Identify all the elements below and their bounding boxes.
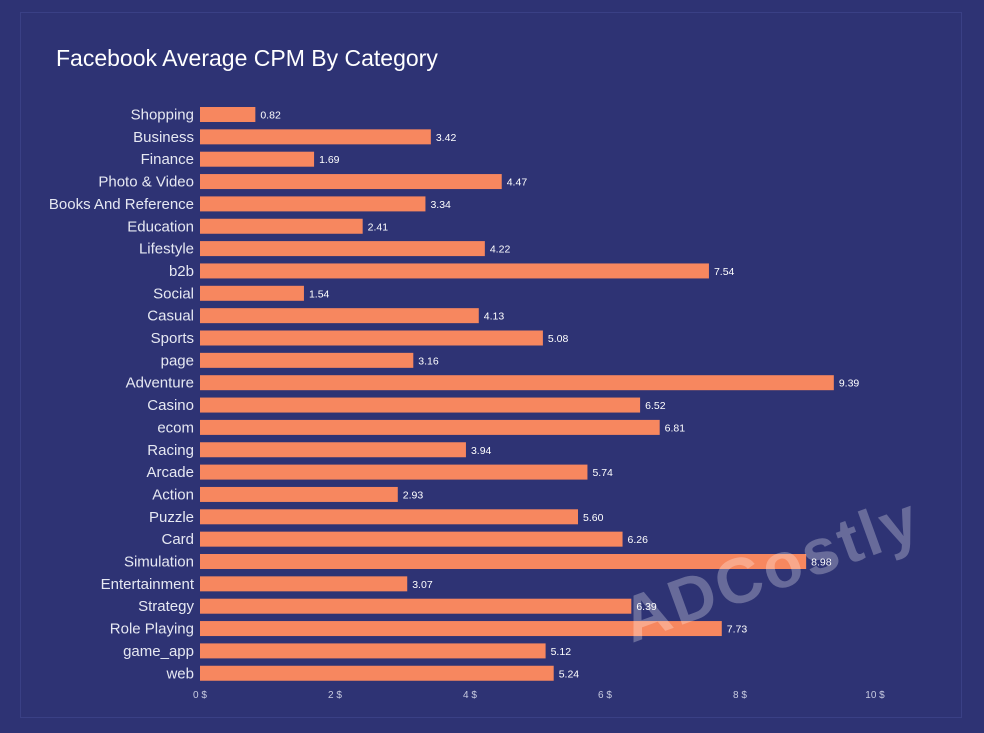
- value-label: 5.74: [592, 467, 613, 479]
- category-label: game_app: [123, 643, 194, 660]
- labels-layer: Shopping 0.82 Business 3.42 Finance 1.69 Photo…: [49, 107, 860, 683]
- bar-20: [200, 554, 807, 569]
- value-label: 3.07: [412, 579, 433, 591]
- category-label: Books And Reference: [49, 196, 194, 213]
- category-label: Finance: [141, 151, 194, 168]
- value-label: 9.39: [839, 378, 860, 390]
- value-label: 5.08: [548, 333, 569, 345]
- bar-11: [200, 352, 414, 368]
- value-label: 2.41: [368, 221, 389, 233]
- category-label: Puzzle: [149, 509, 194, 526]
- bar-18: [200, 509, 578, 525]
- x-tick-label: 10 $: [865, 690, 885, 701]
- bar-24: [200, 643, 546, 659]
- value-label: 6.81: [665, 422, 686, 434]
- value-label: 4.47: [507, 177, 528, 189]
- value-label: 4.13: [484, 311, 505, 323]
- bar-7: [200, 263, 709, 279]
- bar-19: [200, 531, 623, 547]
- category-label: b2b: [169, 263, 194, 280]
- bar-25: [200, 665, 554, 681]
- bar-6: [200, 241, 485, 257]
- category-label: Card: [161, 531, 194, 548]
- bar-13: [200, 397, 641, 413]
- bar-0: [200, 107, 256, 122]
- value-label: 2.93: [403, 489, 424, 501]
- category-label: Lifestyle: [139, 241, 194, 258]
- bar-3: [200, 174, 502, 190]
- value-label: 7.73: [727, 624, 748, 636]
- category-label: Casual: [147, 308, 194, 325]
- x-tick-label: 6 $: [598, 690, 612, 701]
- category-label: Education: [127, 218, 194, 235]
- category-label: Arcade: [146, 464, 194, 481]
- bar-17: [200, 486, 398, 502]
- category-label: Photo & Video: [98, 174, 194, 191]
- bar-16: [200, 464, 588, 480]
- category-label: Casino: [147, 397, 194, 414]
- value-label: 5.60: [583, 512, 604, 524]
- value-label: 3.34: [430, 199, 451, 211]
- value-label: 5.12: [551, 646, 572, 658]
- chart-title: Facebook Average CPM By Category: [56, 45, 438, 71]
- value-label: 0.82: [260, 110, 281, 122]
- value-label: 7.54: [714, 266, 735, 278]
- category-label: Business: [133, 129, 194, 146]
- chart-frame: [20, 12, 962, 718]
- x-tick-label: 8 $: [733, 690, 747, 701]
- x-tick-label: 0 $: [193, 690, 207, 701]
- bar-9: [200, 308, 479, 324]
- category-label: page: [161, 352, 194, 369]
- category-label: Adventure: [126, 375, 194, 392]
- category-label: Entertainment: [101, 576, 195, 593]
- category-label: Action: [152, 486, 194, 503]
- value-label: 3.42: [436, 132, 457, 144]
- value-label: 6.52: [645, 400, 666, 412]
- category-label: ecom: [157, 419, 194, 436]
- bar-2: [200, 151, 315, 167]
- bar-22: [200, 598, 632, 614]
- value-label: 8.98: [811, 557, 832, 569]
- bar-15: [200, 442, 466, 458]
- bar-5: [200, 218, 363, 234]
- bar-12: [200, 375, 834, 391]
- bar-23: [200, 621, 722, 637]
- bar-1: [200, 129, 431, 145]
- bar-8: [200, 285, 304, 301]
- value-label: 5.24: [559, 668, 580, 680]
- bar-10: [200, 330, 543, 346]
- category-label: Racing: [147, 442, 194, 459]
- value-label: 3.94: [471, 445, 492, 457]
- bars-layer: [200, 107, 834, 681]
- value-label: 3.16: [418, 355, 439, 367]
- bar-21: [200, 576, 408, 592]
- value-label: 1.54: [309, 288, 330, 300]
- category-label: Role Playing: [110, 621, 194, 638]
- category-label: Social: [153, 285, 194, 302]
- value-label: 1.69: [319, 154, 340, 166]
- value-label: 6.39: [636, 601, 657, 613]
- category-label: web: [165, 665, 194, 682]
- category-label: Strategy: [138, 598, 194, 615]
- x-axis-ticks: 0 $ 2 $ 4 $ 6 $ 8 $ 10 $: [193, 690, 885, 701]
- x-tick-label: 2 $: [328, 690, 342, 701]
- bar-4: [200, 196, 426, 212]
- x-tick-label: 4 $: [463, 690, 477, 701]
- value-label: 6.26: [628, 534, 649, 546]
- category-label: Sports: [151, 330, 194, 347]
- value-label: 4.22: [490, 244, 511, 256]
- bar-14: [200, 419, 660, 435]
- category-label: Shopping: [131, 107, 194, 124]
- category-label: Simulation: [124, 554, 194, 571]
